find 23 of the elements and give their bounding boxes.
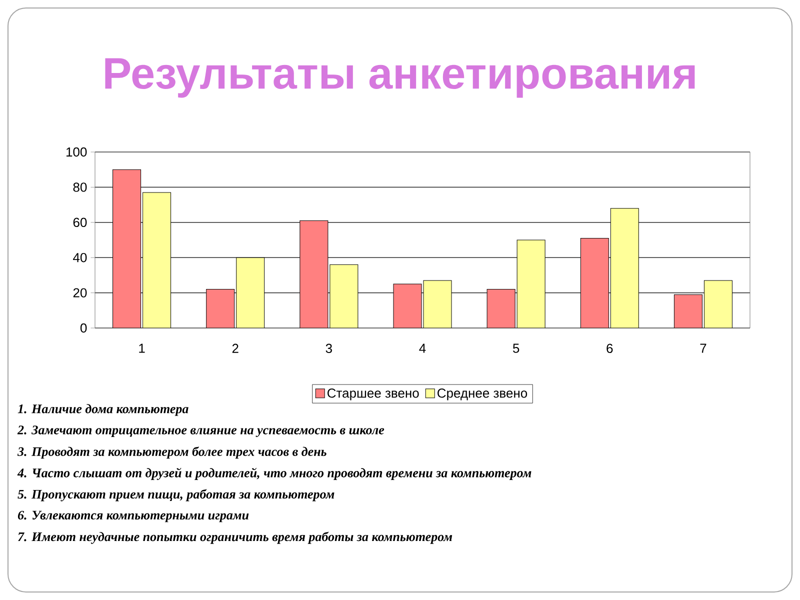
x-tick-label: 4 — [419, 344, 426, 353]
text: 4. Часто слышат от друзей и родителей, что много проводят времени за компьютером — [17, 468, 532, 480]
x-tick-label: 5 — [512, 344, 520, 353]
text: 2. Замечают отрицательное влияние на успеваемость в школе — [17, 426, 384, 438]
text: 1. Наличие дома компьютера — [18, 404, 188, 416]
y-tick-label: 60 — [73, 218, 87, 228]
chart-title: Результаты анкетирования — [105, 58, 695, 98]
y-tick-label: 20 — [73, 288, 87, 298]
text: 7. Имеют неудачные попытки ограничить время работы за компьютером — [18, 532, 452, 544]
text: 3. Проводят за компьютером более трех часов в день — [17, 446, 326, 459]
text: 5. Пропускают прием пищи, работая за компьютером — [18, 489, 334, 502]
y-tick-label: 40 — [73, 253, 87, 262]
x-tick-label: 1 — [139, 344, 145, 353]
legend-label: Старшее звено — [328, 388, 419, 400]
x-tick-label: 7 — [700, 344, 706, 353]
legend-label: Среднее звено — [438, 388, 528, 400]
x-tick-label: 3 — [326, 344, 332, 354]
y-tick-label: 100 — [66, 147, 87, 157]
y-tick-label: 80 — [73, 182, 87, 192]
y-tick-label: 0 — [80, 323, 87, 333]
x-tick-label: 6 — [606, 344, 613, 354]
text: 6. Увлекаются компьютерными играми — [18, 510, 249, 522]
x-tick-label: 2 — [232, 344, 238, 353]
